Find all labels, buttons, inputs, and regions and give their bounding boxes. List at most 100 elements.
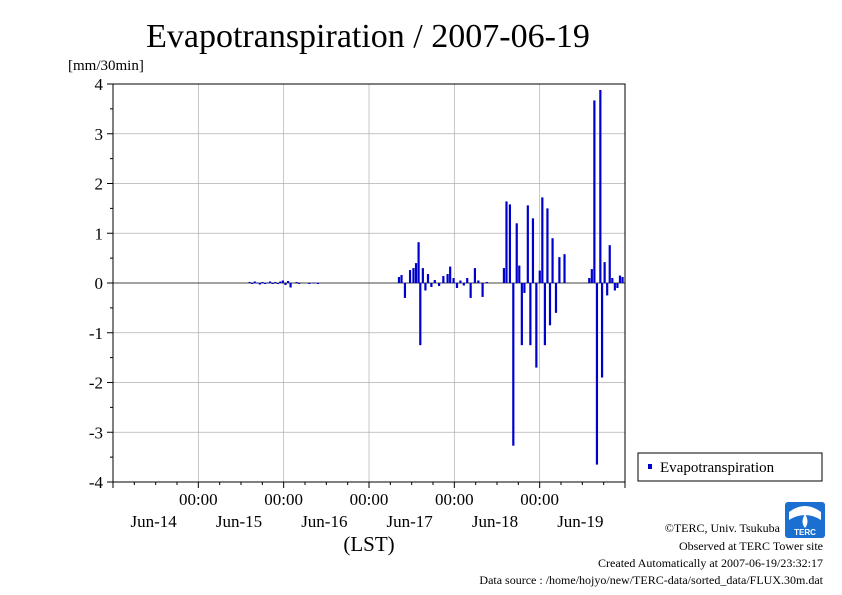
data-bar — [618, 275, 622, 283]
data-bar — [263, 283, 267, 284]
data-bar — [421, 268, 424, 283]
data-bar — [518, 265, 521, 283]
data-bar — [256, 282, 259, 284]
data-bar — [308, 283, 311, 284]
data-bar — [426, 274, 430, 283]
created-text: Created Automatically at 2007-06-19/23:3… — [598, 556, 823, 570]
x-tick-date-label: Jun-18 — [472, 512, 518, 531]
plot-area — [112, 83, 626, 483]
data-bar — [462, 283, 465, 286]
y-tick-label: 1 — [95, 224, 104, 243]
data-bar — [446, 274, 449, 283]
data-bar — [520, 283, 523, 346]
data-bar — [515, 223, 518, 283]
data-bar — [412, 268, 415, 283]
data-bar — [400, 275, 403, 283]
legend-label: Evapotranspiration — [660, 460, 775, 476]
data-bar — [588, 278, 591, 283]
x-tick-time-label: 00:00 — [350, 490, 389, 509]
data-bar — [397, 277, 401, 283]
data-bar — [608, 245, 611, 283]
data-bar — [271, 283, 274, 284]
x-tick-time-label: 00:00 — [435, 490, 474, 509]
data-bar — [502, 268, 506, 283]
legend-swatch — [648, 464, 652, 469]
data-bar — [295, 282, 298, 284]
data-bar — [531, 218, 535, 283]
data-bar — [430, 283, 433, 287]
y-tick-label: 2 — [95, 175, 104, 194]
data-bar — [481, 283, 484, 297]
data-bar — [546, 208, 549, 283]
y-axis-unit-label: [mm/30min] — [68, 58, 144, 74]
x-tick-date-label: Jun-14 — [131, 512, 178, 531]
data-bar — [606, 283, 609, 296]
data-bar — [298, 283, 301, 284]
data-bar — [554, 283, 558, 313]
terc-logo-icon: TERC — [785, 502, 825, 538]
data-bar — [595, 283, 599, 465]
logo-text: TERC — [794, 528, 816, 537]
x-tick-time-label: 00:00 — [179, 490, 218, 509]
data-bar — [526, 205, 529, 283]
data-bar — [253, 281, 256, 283]
data-bar — [274, 282, 277, 284]
chart-title: Evapotranspiration / 2007-06-19 — [146, 18, 590, 55]
data-bar — [469, 283, 472, 298]
data-bar — [466, 278, 469, 283]
observed-text: Observed at TERC Tower site — [679, 539, 823, 553]
data-bar — [403, 283, 407, 298]
data-bar — [279, 281, 282, 283]
y-tick-label: -2 — [89, 374, 103, 393]
data-bar — [611, 278, 614, 283]
data-bar — [535, 283, 538, 368]
x-tick-time-label: 00:00 — [264, 490, 303, 509]
data-bar — [477, 280, 480, 283]
data-bar — [590, 269, 593, 283]
data-bar — [312, 282, 315, 284]
data-bar — [529, 283, 532, 346]
x-axis-ticks: Jun-1400:00Jun-1500:00Jun-1600:00Jun-170… — [112, 482, 626, 531]
data-bar — [563, 254, 566, 283]
data-bar — [269, 281, 272, 283]
y-tick-label: -1 — [89, 324, 103, 343]
y-tick-label: 3 — [95, 125, 104, 144]
y-tick-label: 4 — [95, 75, 104, 94]
data-bar — [593, 100, 596, 283]
data-bar — [437, 283, 441, 286]
data-bar — [286, 281, 290, 283]
data-bar — [603, 262, 606, 283]
data-bar — [424, 283, 427, 291]
data-bar — [599, 89, 602, 283]
data-bar — [548, 283, 552, 326]
data-bar — [261, 282, 264, 284]
data-bar — [485, 282, 488, 284]
data-bar — [266, 282, 269, 284]
data-bar — [621, 277, 624, 283]
data-bar — [616, 283, 619, 288]
source-text: Data source : /home/hojyo/new/TERC-data/… — [479, 573, 823, 587]
data-bar — [543, 283, 546, 346]
x-tick-date-label: Jun-16 — [301, 512, 347, 531]
data-bar — [433, 280, 436, 283]
data-bar — [459, 280, 462, 283]
data-bar — [248, 282, 251, 284]
data-bar — [251, 283, 254, 284]
data-bar — [258, 283, 261, 285]
data-bar — [473, 268, 477, 283]
data-bar — [508, 204, 511, 283]
y-tick-label: -3 — [89, 423, 103, 442]
data-bar — [289, 283, 292, 288]
data-bar — [449, 266, 452, 283]
data-bar — [538, 270, 541, 283]
data-bar — [558, 257, 561, 283]
legend-box — [637, 452, 823, 482]
data-bar — [414, 263, 418, 283]
data-bar — [600, 283, 604, 378]
data-bar — [316, 283, 319, 284]
data-bar — [284, 283, 287, 285]
x-axis-label: (LST) — [343, 532, 394, 556]
data-bar — [512, 283, 515, 446]
y-tick-label: -4 — [89, 473, 104, 492]
